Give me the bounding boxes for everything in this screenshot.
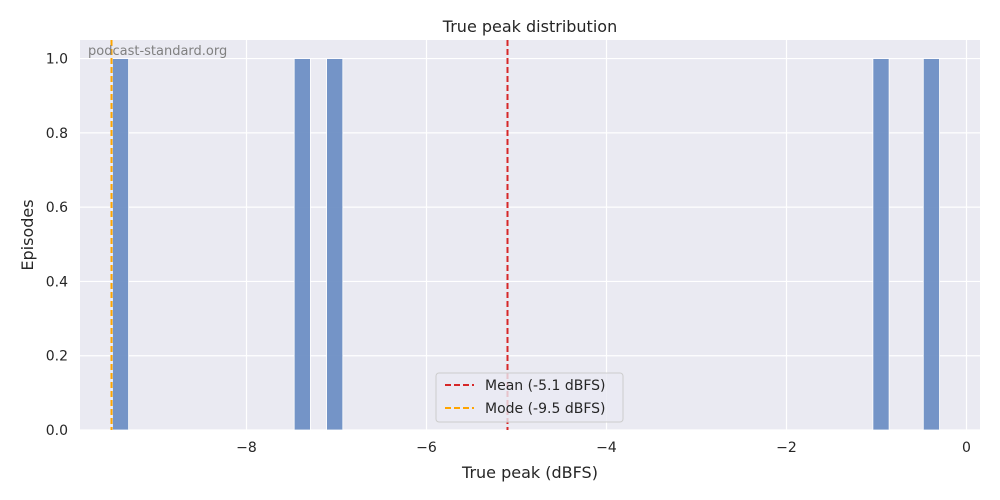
legend-box	[435, 372, 624, 423]
x-tick-label: −4	[596, 440, 617, 456]
x-tick-label: −8	[236, 440, 257, 456]
y-axis-label: Episodes	[18, 199, 37, 270]
y-tick-label: 0.8	[46, 126, 68, 142]
bars-group	[112, 58, 940, 431]
x-tick-label: −2	[776, 440, 797, 456]
x-axis-label: True peak (dBFS)	[461, 463, 598, 482]
y-tick-label: 0.2	[46, 349, 68, 365]
x-tick-label: −6	[416, 440, 437, 456]
histogram-bar	[112, 58, 130, 431]
watermark-text: podcast-standard.org	[88, 44, 227, 59]
histogram-bar	[922, 58, 940, 431]
y-tick-label: 0.4	[46, 274, 68, 290]
y-tick-label: 1.0	[46, 52, 68, 68]
legend: Mean (-5.1 dBFS) Mode (-9.5 dBFS)	[435, 372, 624, 423]
legend-mean-label: Mean (-5.1 dBFS)	[485, 378, 605, 394]
chart-title: True peak distribution	[442, 17, 617, 36]
y-tick-label: 0.0	[46, 423, 68, 439]
y-tick-labels: 0.0 0.2 0.4 0.6 0.8 1.0	[46, 52, 68, 439]
grid-lines	[80, 40, 980, 431]
histogram-bar	[293, 58, 311, 431]
legend-mode-label: Mode (-9.5 dBFS)	[485, 401, 605, 417]
y-tick-label: 0.6	[46, 200, 68, 216]
x-tick-label: 0	[962, 440, 971, 456]
x-tick-labels: −8 −6 −4 −2 0	[236, 440, 971, 456]
reference-lines	[110, 40, 509, 430]
plot-background	[80, 40, 980, 430]
histogram-bar	[872, 58, 890, 431]
histogram-bar	[326, 58, 344, 431]
